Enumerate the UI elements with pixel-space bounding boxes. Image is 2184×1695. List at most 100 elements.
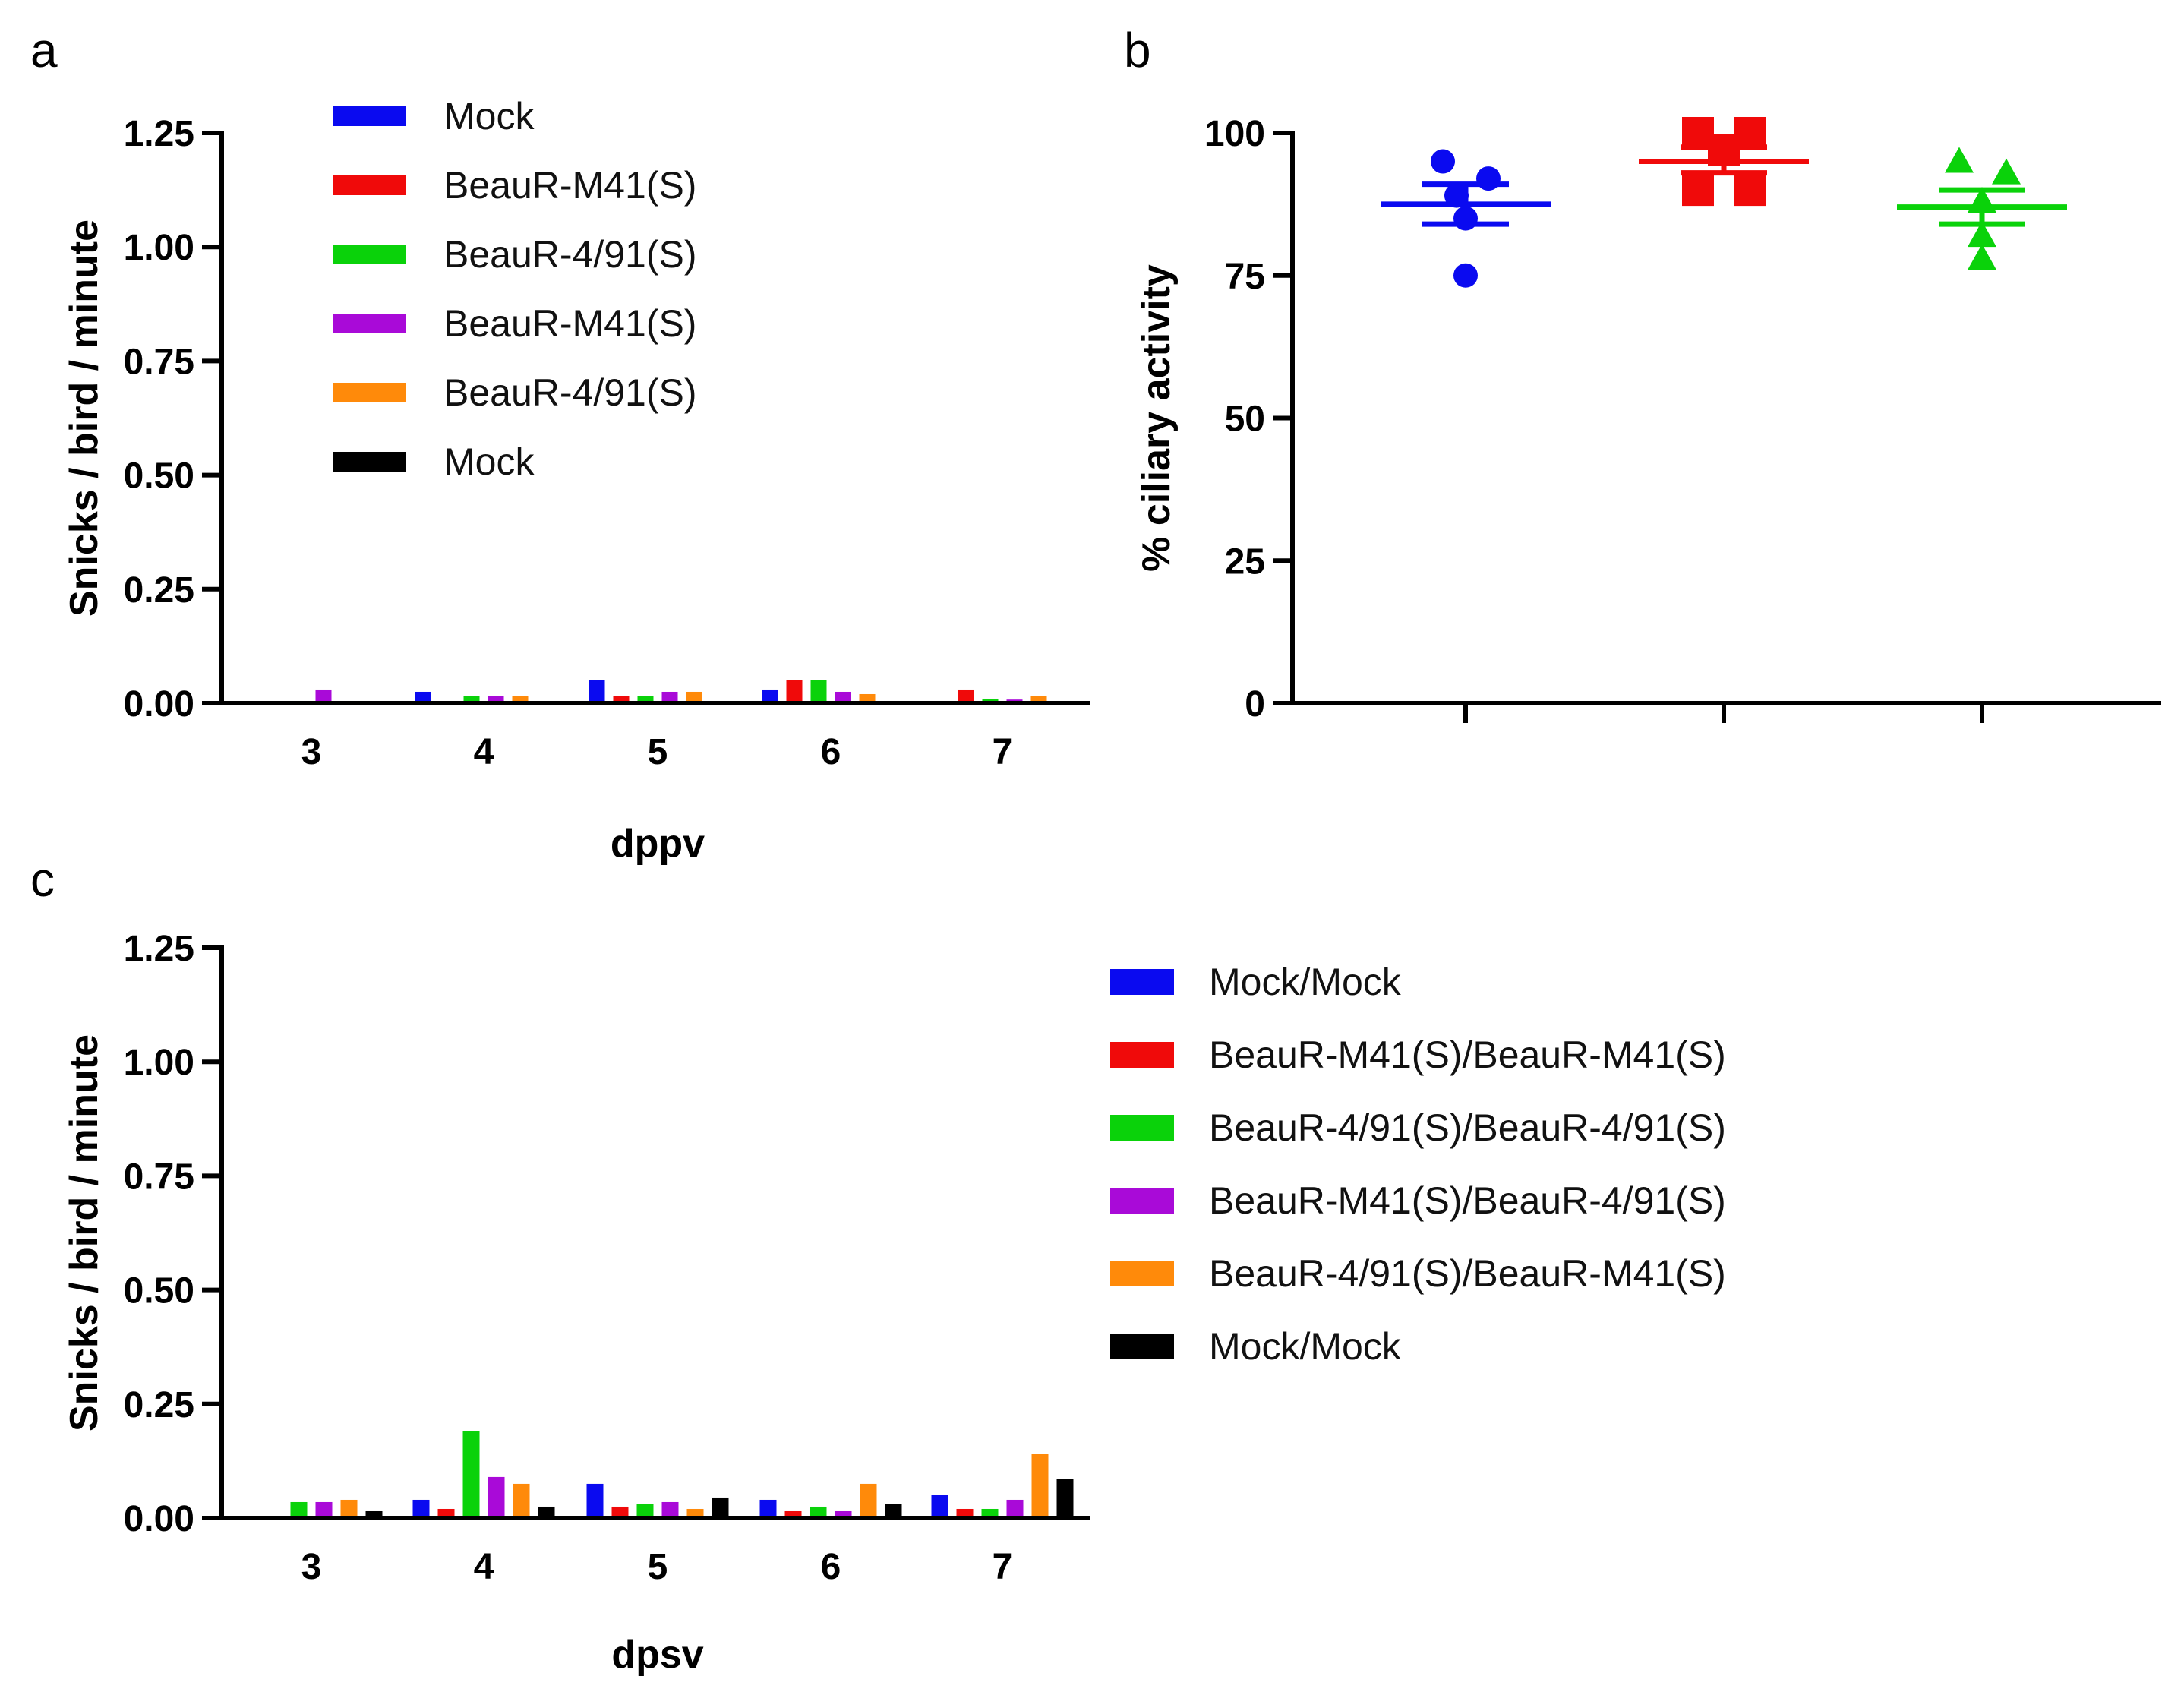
panel-a: a 0.00 0.25 0.50 0.75 1.00 1.25 Snicks / bird … <box>30 23 1090 866</box>
bar <box>759 1499 777 1516</box>
legend-label: BeauR-M41(S)/BeauR-4/91(S) <box>1209 1179 1726 1222</box>
bar <box>1030 696 1047 701</box>
data-point <box>1431 149 1455 174</box>
data-point <box>1945 147 1974 173</box>
y-tick-label: 25 <box>1225 541 1265 582</box>
bar <box>885 1504 902 1516</box>
bar <box>512 696 529 701</box>
bar <box>810 680 827 701</box>
bar <box>365 1510 383 1516</box>
bar <box>415 691 431 701</box>
legend-swatch <box>1110 969 1174 995</box>
y-axis-title: % ciliary activity <box>1135 264 1179 572</box>
panel-b: b 0 25 50 75 100 % ciliary activity <box>1124 23 2161 724</box>
legend-swatch <box>1110 1188 1174 1214</box>
x-tick-label: 5 <box>648 732 668 772</box>
legend-swatch <box>333 452 406 472</box>
data-point <box>1968 244 1996 270</box>
data-point <box>1992 158 2021 185</box>
legend-label: BeauR-4/91(S) <box>443 371 697 414</box>
bar <box>637 696 654 701</box>
panel-c: c 0.00 0.25 0.50 0.75 1.00 1.25 Snicks / bird … <box>30 852 1726 1677</box>
y-tick-label: 0.75 <box>124 342 194 382</box>
bar <box>488 696 504 701</box>
y-tick-label: 1.00 <box>124 228 194 268</box>
bar <box>315 1501 333 1516</box>
legend-swatch <box>333 245 406 264</box>
legend-label: Mock <box>443 95 535 137</box>
data-point <box>1968 221 1996 248</box>
y-tick-label: 0 <box>1245 684 1265 724</box>
x-tick-label: 4 <box>474 732 494 772</box>
data-point <box>1734 174 1766 207</box>
bar <box>661 1501 679 1516</box>
legend-swatch <box>1110 1261 1174 1286</box>
bar <box>613 696 630 701</box>
x-tick-label: 6 <box>821 732 841 772</box>
y-tick-label: 0.75 <box>124 1157 194 1197</box>
panel-letter-b: b <box>1124 23 1151 77</box>
y-tick-label: 0.25 <box>124 1385 194 1425</box>
x-tick-label: 7 <box>993 1547 1013 1587</box>
bar <box>538 1506 555 1516</box>
bar <box>786 680 803 701</box>
y-tick-label: 50 <box>1225 399 1265 440</box>
x-axis-title: dpsv <box>611 1633 703 1677</box>
legend-swatch <box>1110 1334 1174 1359</box>
bar <box>956 1508 974 1516</box>
legend-label: BeauR-M41(S) <box>443 302 696 345</box>
bar <box>835 691 851 701</box>
bar <box>437 1508 455 1516</box>
x-tick-label: 3 <box>301 1547 322 1587</box>
bar <box>589 680 605 701</box>
y-tick-label: 100 <box>1204 114 1265 154</box>
x-tick-label: 7 <box>993 732 1013 772</box>
bar <box>859 693 876 701</box>
data-point <box>1453 263 1478 288</box>
bar <box>762 689 778 701</box>
legend-label: Mock/Mock <box>1209 961 1402 1003</box>
y-tick-label: 75 <box>1225 257 1265 297</box>
bar <box>340 1499 358 1516</box>
y-tick-label: 0.50 <box>124 1271 194 1311</box>
x-tick-label: 3 <box>301 732 322 772</box>
bar <box>290 1501 308 1516</box>
bar <box>1006 699 1023 701</box>
bar <box>463 696 480 701</box>
bar <box>1006 1499 1024 1516</box>
legend-label: BeauR-4/91(S)/BeauR-4/91(S) <box>1209 1106 1726 1149</box>
legend-label: BeauR-4/91(S) <box>443 233 697 276</box>
bar <box>810 1506 827 1516</box>
x-tick-label: 5 <box>648 1547 668 1587</box>
bar <box>981 1508 999 1516</box>
x-tick-label: 6 <box>821 1547 841 1587</box>
bar <box>661 691 678 701</box>
y-tick-label: 0.00 <box>124 1499 194 1539</box>
y-tick-label: 0.00 <box>124 684 194 724</box>
bar <box>586 1483 604 1516</box>
legend-swatch <box>333 106 406 126</box>
bar <box>686 1508 704 1516</box>
panel-letter-c: c <box>30 852 55 907</box>
y-axis-title: Snicks / bird / minute <box>62 1034 106 1431</box>
bar <box>636 1504 654 1516</box>
legend-label: BeauR-M41(S)/BeauR-M41(S) <box>1209 1034 1726 1076</box>
legend-swatch <box>333 314 406 333</box>
bar <box>412 1499 430 1516</box>
y-tick-label: 0.25 <box>124 570 194 611</box>
legend-label: Mock/Mock <box>1209 1325 1402 1368</box>
y-tick-label: 0.50 <box>124 456 194 497</box>
bar <box>784 1510 802 1516</box>
legend-label: BeauR-4/91(S)/BeauR-M41(S) <box>1209 1252 1726 1295</box>
legend-label: BeauR-M41(S) <box>443 164 696 207</box>
bar <box>488 1476 505 1516</box>
bar <box>513 1483 530 1516</box>
legend-label: Mock <box>443 440 535 483</box>
legend-swatch <box>333 175 406 195</box>
bar <box>611 1506 629 1516</box>
bar <box>686 691 702 701</box>
bar <box>1031 1454 1049 1516</box>
y-tick-label: 1.25 <box>124 114 194 154</box>
bar <box>462 1431 480 1516</box>
